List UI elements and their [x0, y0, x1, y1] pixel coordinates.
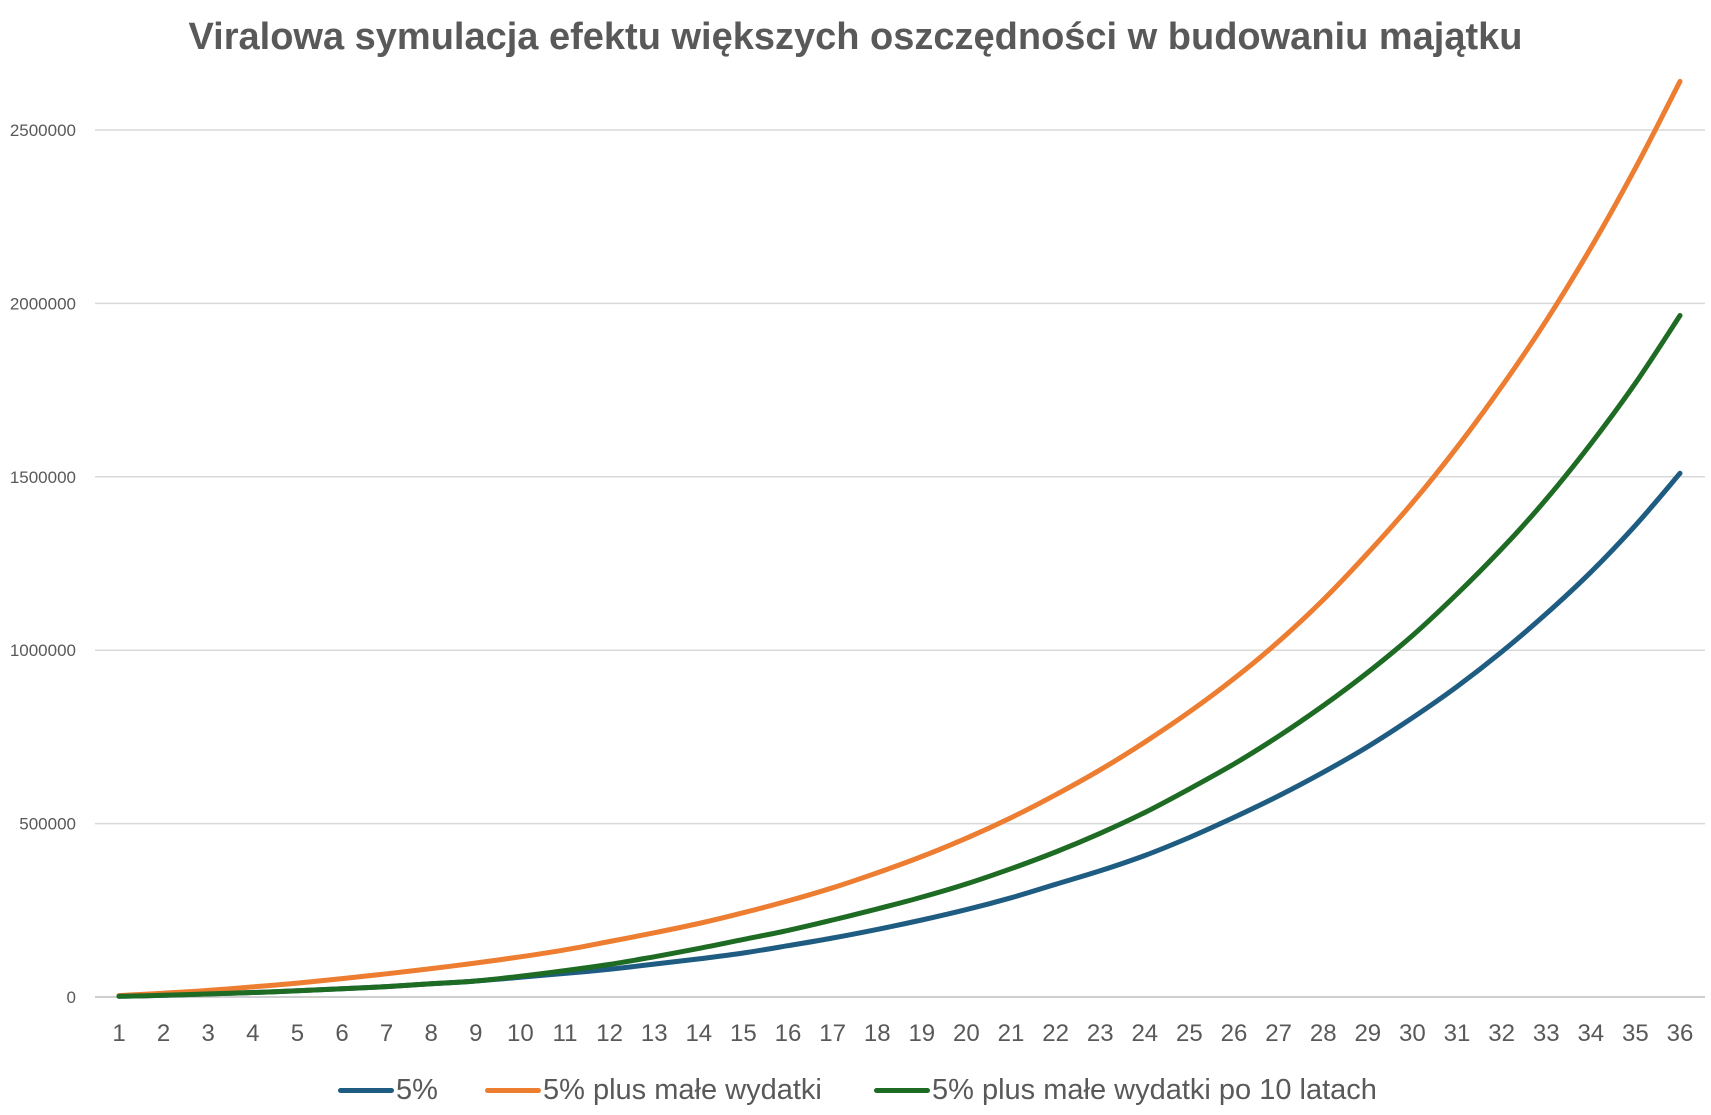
x-tick-label: 18: [864, 1020, 891, 1047]
x-tick-label: 27: [1265, 1020, 1292, 1047]
x-tick-label: 11: [553, 1020, 578, 1047]
x-tick-label: 2: [157, 1020, 170, 1047]
x-tick-label: 1: [112, 1020, 125, 1047]
legend-label: 5% plus małe wydatki po 10 latach: [932, 1073, 1377, 1106]
x-tick-label: 19: [908, 1020, 935, 1047]
x-tick-label: 13: [641, 1020, 668, 1047]
series-lines: [116, 78, 1683, 999]
x-tick-label: 26: [1221, 1020, 1248, 1047]
x-tick-label: 16: [775, 1020, 802, 1047]
x-tick-label: 7: [380, 1020, 393, 1047]
y-tick-label: 1500000: [10, 468, 76, 487]
x-tick-label: 36: [1667, 1020, 1694, 1047]
x-tick-label: 15: [730, 1020, 757, 1047]
chart-title: Viralowa symulacja efektu większych oszc…: [188, 16, 1523, 58]
x-tick-label: 12: [596, 1020, 623, 1047]
legend-swatch: [338, 1087, 394, 1093]
x-tick-label: 21: [998, 1020, 1025, 1047]
legend-item-5pct: 5%: [338, 1070, 438, 1110]
x-tick-label: 3: [202, 1020, 215, 1047]
x-tick-label: 17: [819, 1020, 846, 1047]
x-tick-label: 9: [469, 1020, 482, 1047]
x-tick-label: 32: [1488, 1020, 1515, 1047]
legend-item-5pct-plus-small-expenses: 5% plus małe wydatki: [485, 1070, 822, 1110]
legend-label: 5% plus małe wydatki: [543, 1073, 822, 1106]
legend-label: 5%: [396, 1073, 438, 1106]
y-tick-label: 500000: [19, 815, 76, 834]
series-line-2: [116, 313, 1683, 999]
y-tick-label: 1000000: [10, 641, 76, 660]
legend-swatch: [874, 1087, 930, 1093]
x-tick-label: 25: [1176, 1020, 1203, 1047]
x-tick-label: 31: [1444, 1020, 1471, 1047]
x-tick-label: 33: [1533, 1020, 1560, 1047]
x-tick-label: 20: [953, 1020, 980, 1047]
y-tick-label: 2000000: [10, 294, 76, 313]
series-line-0: [116, 470, 1683, 999]
y-tick-label: 0: [67, 988, 76, 1007]
y-axis-ticks: 0 500000 1000000 1500000 2000000 2500000: [10, 121, 76, 1007]
x-tick-label: 4: [246, 1020, 259, 1047]
x-tick-label: 8: [425, 1020, 438, 1047]
x-tick-label: 34: [1577, 1020, 1604, 1047]
x-tick-label: 14: [685, 1020, 712, 1047]
x-tick-label: 24: [1131, 1020, 1158, 1047]
x-tick-label: 35: [1622, 1020, 1649, 1047]
legend: 5% 5% plus małe wydatki 5% plus małe wyd…: [0, 1070, 1711, 1110]
legend-item-5pct-plus-small-expenses-after-10-years: 5% plus małe wydatki po 10 latach: [874, 1070, 1377, 1110]
x-tick-label: 23: [1087, 1020, 1114, 1047]
x-tick-label: 6: [335, 1020, 348, 1047]
y-tick-label: 2500000: [10, 121, 76, 140]
series-line-1: [116, 78, 1683, 999]
x-tick-label: 5: [291, 1020, 304, 1047]
legend-swatch: [485, 1087, 541, 1093]
x-tick-label: 10: [507, 1020, 534, 1047]
x-axis-ticks: 1 2 3 4 5 6 7 8 9 10 11 12 13 14 15 16 17 18 19 20 21 22 23 24 2…: [112, 1020, 1693, 1047]
gridlines: [95, 129, 1705, 998]
x-tick-label: 30: [1399, 1020, 1426, 1047]
x-tick-label: 22: [1042, 1020, 1069, 1047]
x-tick-label: 28: [1310, 1020, 1337, 1047]
x-tick-label: 29: [1354, 1020, 1381, 1047]
